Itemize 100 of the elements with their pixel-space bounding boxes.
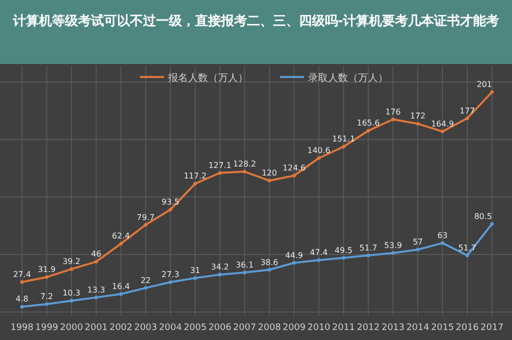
- data-label: 38.6: [260, 258, 278, 267]
- x-tick-label: 2009: [282, 323, 306, 333]
- data-label: 36.1: [236, 260, 254, 270]
- x-tick-label: 2002: [109, 323, 132, 333]
- data-label: 177: [460, 106, 475, 116]
- point: [416, 122, 420, 126]
- point: [490, 90, 494, 94]
- point: [317, 258, 321, 262]
- data-label: 13.3: [87, 285, 106, 294]
- x-tick-label: 2011: [332, 323, 356, 333]
- x-tick-label: 2017: [480, 323, 504, 333]
- point: [20, 304, 24, 309]
- x-tick-label: 2001: [84, 323, 108, 333]
- data-label: 27.3: [162, 270, 180, 280]
- data-label: 4.8: [16, 294, 28, 304]
- data-label: 80.5: [474, 212, 492, 221]
- data-label: 151.1: [332, 134, 356, 144]
- point: [242, 170, 246, 174]
- data-label: 201: [476, 80, 492, 89]
- point: [144, 222, 148, 227]
- point: [94, 260, 98, 264]
- point: [168, 208, 172, 212]
- point: [218, 272, 222, 276]
- point: [268, 268, 272, 272]
- data-label: 165.6: [356, 118, 380, 128]
- point: [292, 261, 296, 265]
- point: [366, 128, 370, 133]
- point: [416, 248, 420, 252]
- x-tick-label: 2012: [356, 323, 380, 333]
- data-label: 51.7: [359, 243, 378, 252]
- data-label: 124.6: [282, 164, 306, 173]
- point: [144, 286, 148, 290]
- data-label: 22: [140, 276, 151, 285]
- x-tick-label: 1998: [10, 323, 34, 333]
- data-label: 31.9: [38, 265, 56, 274]
- data-label: 49.5: [334, 246, 352, 255]
- data-label: 140.6: [307, 146, 330, 156]
- point: [70, 298, 74, 303]
- chart-title: 计算机等级考试可以不过一级，直接报考二、三、四级吗-计算机要考几本证书才能考: [12, 12, 500, 31]
- point: [342, 144, 346, 148]
- point: [119, 242, 123, 246]
- point: [193, 182, 197, 186]
- x-tick-label: 2007: [233, 323, 256, 333]
- data-label: 57: [412, 238, 423, 247]
- data-label: 39.2: [62, 257, 80, 266]
- data-label: 34.2: [210, 262, 229, 272]
- point: [465, 254, 470, 258]
- x-tick-label: 2000: [60, 323, 84, 333]
- x-tick-label: 1999: [35, 323, 58, 333]
- x-tick-label: 2006: [208, 323, 232, 333]
- data-label: 127.1: [208, 160, 232, 170]
- data-label: 117.2: [184, 172, 207, 181]
- point: [391, 251, 395, 255]
- x-tick-label: 2015: [431, 323, 454, 333]
- data-label: 27.4: [13, 270, 31, 280]
- data-label: 79.7: [136, 212, 155, 222]
- data-label: 164.9: [431, 120, 454, 129]
- x-tick-label: 2014: [406, 323, 430, 333]
- point: [70, 267, 74, 271]
- point: [44, 275, 49, 279]
- point: [317, 156, 321, 160]
- x-tick-label: 2003: [134, 323, 158, 333]
- data-label: 16.4: [112, 282, 130, 292]
- point: [193, 276, 197, 280]
- legend-label: 录取人数（万人）: [308, 73, 388, 84]
- point: [168, 280, 172, 284]
- data-label: 53.9: [384, 241, 402, 250]
- data-label: 172: [410, 112, 426, 121]
- x-tick-label: 2005: [184, 323, 207, 333]
- data-label: 44.9: [285, 250, 304, 260]
- point: [119, 292, 123, 296]
- data-label: 120: [262, 168, 278, 178]
- legend-label: 报名人数（万人）: [167, 72, 248, 84]
- point: [342, 256, 346, 260]
- point: [366, 254, 370, 258]
- data-label: 10.3: [62, 288, 80, 298]
- x-tick-label: 2013: [382, 323, 405, 333]
- data-label: 62.4: [112, 232, 130, 241]
- point: [292, 174, 296, 178]
- point: [44, 302, 49, 306]
- point: [465, 116, 470, 120]
- x-tick-label: 2004: [158, 323, 182, 333]
- point: [490, 222, 494, 226]
- point: [242, 270, 246, 274]
- x-tick-label: 2010: [307, 323, 331, 333]
- x-tick-label: 2008: [258, 323, 282, 333]
- point: [218, 171, 222, 175]
- data-label: 63: [437, 231, 448, 240]
- point: [268, 178, 272, 182]
- point: [440, 241, 444, 245]
- data-label: 176: [385, 107, 401, 116]
- point: [440, 130, 444, 134]
- data-label: 46: [91, 250, 102, 259]
- point: [391, 118, 395, 122]
- data-label: 128.2: [233, 160, 256, 169]
- x-tick-label: 2016: [456, 323, 479, 333]
- data-label: 47.4: [310, 248, 328, 258]
- data-label: 31: [190, 266, 200, 276]
- point: [94, 296, 98, 300]
- point: [20, 280, 24, 284]
